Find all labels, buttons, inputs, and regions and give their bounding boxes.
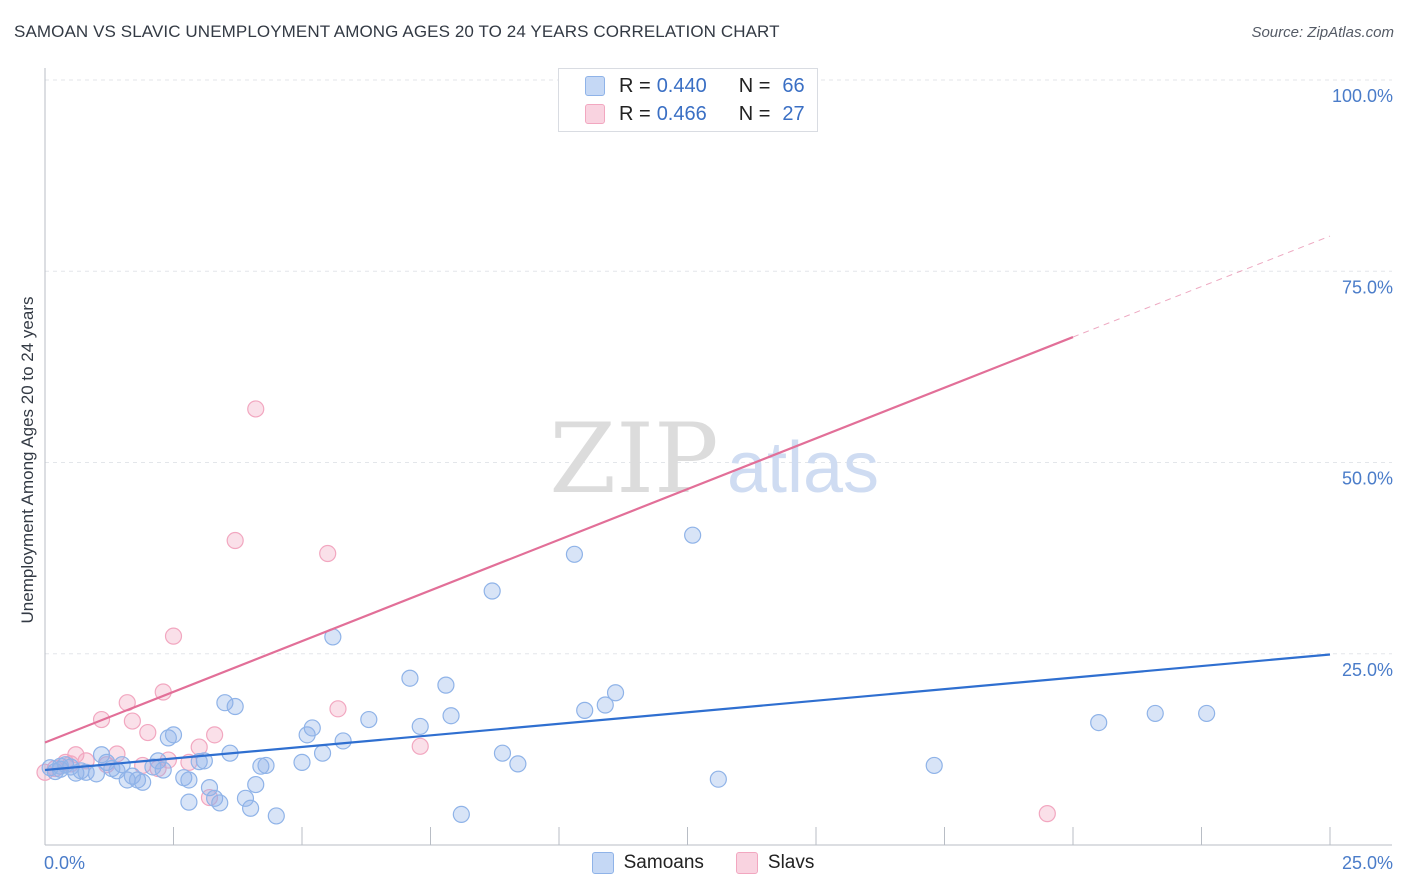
axes: [44, 68, 1392, 846]
y-tick-label: 75.0%: [1342, 277, 1393, 297]
legend-item-slavs: Slavs: [735, 852, 815, 874]
point-slavs: [164, 627, 183, 645]
trend-lines: [44, 235, 1331, 772]
point-samoans: [247, 775, 265, 794]
point-slavs: [206, 726, 224, 744]
y-tick-label: 25.0%: [1342, 660, 1393, 680]
x-tick-label: 25.0%: [1342, 853, 1393, 873]
point-samoans: [1090, 713, 1108, 732]
legend-n-value: 66: [782, 74, 805, 97]
point-samoans: [180, 793, 198, 811]
point-slavs: [1038, 805, 1056, 823]
legend-r-value: 0.440: [656, 74, 707, 97]
legend-swatch-samoans: [585, 76, 605, 96]
y-tick-label: 50.0%: [1342, 469, 1393, 489]
grid-lines: [45, 79, 1392, 655]
chart-title: SAMOAN VS SLAVIC UNEMPLOYMENT AMONG AGES…: [14, 22, 780, 41]
point-slavs: [226, 531, 244, 550]
legend-r-label: R =: [619, 74, 651, 97]
point-samoans: [267, 807, 285, 825]
point-slavs: [247, 400, 265, 418]
legend-swatch-slavs: [585, 104, 605, 124]
watermark-zip: ZIP: [549, 403, 718, 515]
point-samoans: [1198, 704, 1216, 723]
point-samoans: [684, 526, 702, 544]
point-slavs: [200, 788, 219, 807]
point-slavs: [319, 544, 337, 563]
legend-swatch-slavs: [735, 852, 758, 874]
legend-row-samoans: R = 0.440 N = 66: [585, 74, 805, 98]
point-samoans: [252, 757, 270, 775]
y-tick-label: 100.0%: [1332, 86, 1393, 106]
trend-line-slavs: [44, 336, 1074, 744]
point-slavs: [329, 700, 347, 718]
x-tick-label: 0.0%: [44, 853, 85, 873]
series-legend: Samoans Slavs: [0, 852, 1406, 874]
legend-r-label: R =: [619, 102, 651, 125]
legend-label-slavs: Slavs: [767, 852, 815, 873]
point-samoans: [334, 732, 352, 750]
point-samoans: [509, 755, 527, 773]
point-samoans: [242, 799, 260, 817]
point-samoans: [134, 773, 152, 791]
point-samoans: [1146, 704, 1164, 723]
point-samoans: [303, 719, 321, 737]
point-samoans: [401, 669, 419, 687]
point-samoans: [236, 789, 255, 807]
legend-item-samoans: Samoans: [591, 852, 704, 874]
legend-r-value: 0.466: [656, 102, 707, 125]
correlation-legend: R = 0.440 N = 66 R = 0.466 N = 27: [558, 68, 818, 132]
point-samoans: [925, 756, 943, 775]
point-samoans: [442, 707, 460, 725]
legend-n-value: 27: [782, 102, 805, 125]
point-samoans: [709, 770, 727, 788]
point-samoans: [360, 710, 378, 729]
point-samoans: [596, 696, 614, 714]
point-samoans: [483, 582, 501, 600]
point-samoans: [493, 744, 512, 762]
legend-label-samoans: Samoans: [623, 852, 704, 873]
watermark: ZIP atlas: [549, 403, 879, 515]
trend-line-samoans: [44, 653, 1331, 772]
data-points: [36, 400, 1216, 825]
point-samoans: [576, 701, 594, 719]
point-samoans: [226, 697, 244, 716]
point-slavs: [139, 723, 157, 742]
tick-labels: 25.0% 50.0% 75.0% 100.0% 0.0% 25.0%: [44, 86, 1393, 873]
source-label: Source: ZipAtlas.com: [1251, 24, 1394, 41]
legend-row-slavs: R = 0.466 N = 27: [585, 102, 805, 126]
point-samoans: [206, 789, 224, 807]
point-samoans: [452, 805, 470, 824]
y-axis-label: Unemployment Among Ages 20 to 24 years: [18, 296, 37, 624]
point-samoans: [159, 729, 177, 747]
point-samoans: [257, 756, 275, 775]
point-samoans: [411, 717, 429, 736]
legend-swatch-samoans: [591, 852, 614, 874]
point-samoans: [293, 753, 311, 771]
point-samoans: [180, 771, 198, 789]
point-samoans: [211, 794, 229, 812]
legend-n-label: N =: [738, 74, 771, 97]
point-slavs: [123, 712, 141, 730]
point-samoans: [51, 757, 70, 775]
point-samoans: [154, 761, 172, 779]
point-samoans: [565, 545, 584, 563]
point-slavs: [411, 737, 429, 755]
point-samoans: [437, 676, 455, 694]
watermark-atlas: atlas: [727, 428, 879, 508]
legend-n-label: N =: [738, 102, 771, 125]
trend-extension-slavs: [1072, 235, 1331, 338]
point-samoans: [313, 744, 332, 762]
point-samoans: [200, 779, 219, 797]
point-samoans: [606, 684, 625, 702]
point-samoans: [164, 726, 183, 744]
point-samoans: [216, 694, 234, 712]
